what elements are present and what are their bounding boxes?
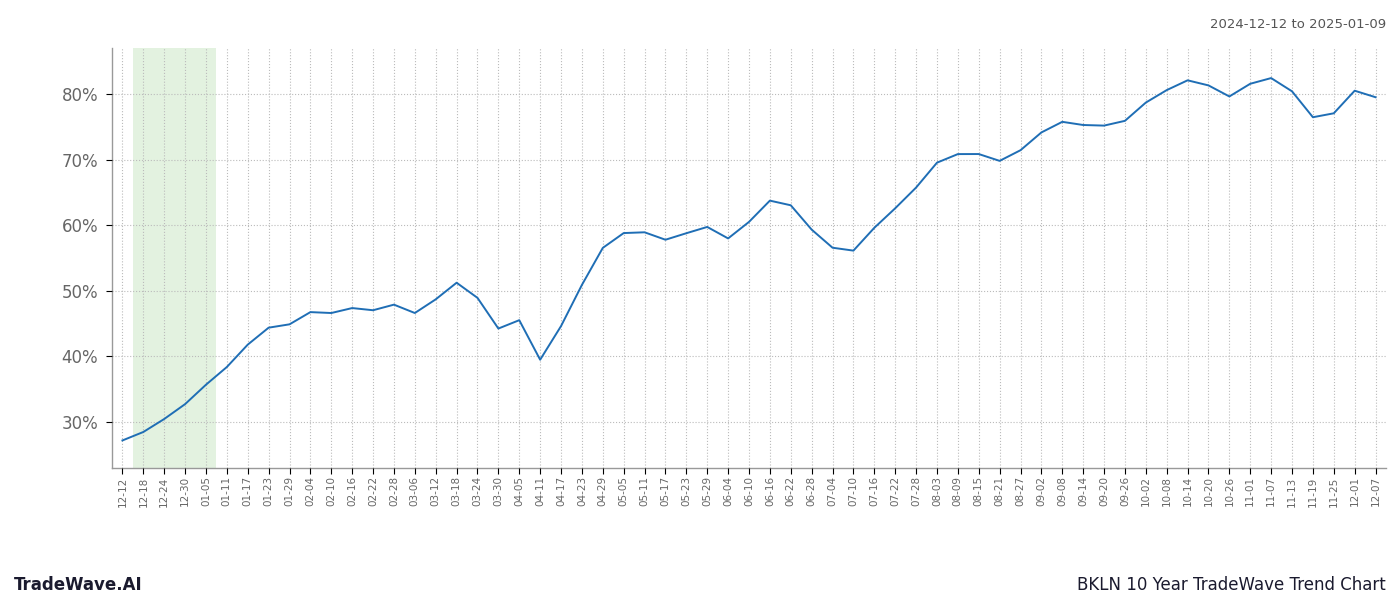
- Text: TradeWave.AI: TradeWave.AI: [14, 576, 143, 594]
- Bar: [133, 48, 217, 468]
- Text: 2024-12-12 to 2025-01-09: 2024-12-12 to 2025-01-09: [1210, 18, 1386, 31]
- Text: BKLN 10 Year TradeWave Trend Chart: BKLN 10 Year TradeWave Trend Chart: [1077, 576, 1386, 594]
